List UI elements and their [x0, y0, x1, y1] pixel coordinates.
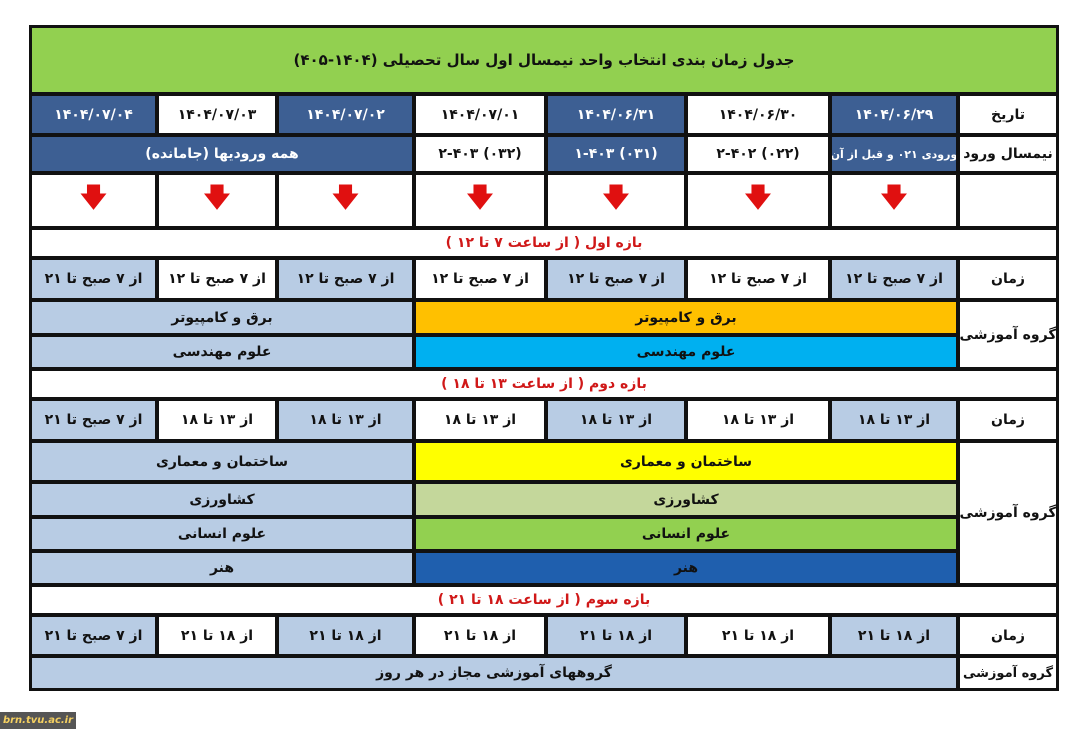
- group-cell: برق و کامپیوتر: [416, 302, 956, 333]
- group-cell: هنر: [416, 553, 956, 583]
- time-cell: از ۷ صبح تا ۲۱: [32, 260, 155, 298]
- time-cell: از ۱۸ تا ۲۱: [548, 617, 684, 654]
- time-cell: از ۷ صبح تا ۱۲: [279, 260, 412, 298]
- group-cell: علوم انسانی: [32, 519, 412, 549]
- entry-cell: همه ورودیها (جامانده): [32, 137, 412, 171]
- group-cell: هنر: [32, 553, 412, 583]
- group-label: گروه آموزشی: [960, 443, 1056, 583]
- entry-cell: (۰۲۲) ۲-۴۰۲: [688, 137, 828, 171]
- arrow-down-icon: 🡇: [832, 175, 956, 226]
- time-cell: از ۱۳ تا ۱۸: [688, 401, 828, 439]
- arrow-down-icon: 🡇: [159, 175, 275, 226]
- band2-title: بازه دوم ( از ساعت ۱۳ تا ۱۸ ): [32, 371, 1056, 397]
- arrow-down-icon: 🡇: [279, 175, 412, 226]
- watermark: brn.tvu.ac.ir: [0, 712, 76, 729]
- time-label: زمان: [960, 617, 1056, 654]
- schedule-table: جدول زمان بندی انتخاب واحد نیمسال اول سا…: [29, 25, 1059, 691]
- group-cell: علوم انسانی: [416, 519, 956, 549]
- time-label: زمان: [960, 260, 1056, 298]
- time-cell: از ۱۸ تا ۲۱: [416, 617, 544, 654]
- group-cell-all: گروههای آموزشی مجاز در هر روز: [32, 658, 956, 688]
- band1-title: بازه اول ( از ساعت ۷ تا ۱۲ ): [32, 230, 1056, 256]
- time-cell: از ۱۳ تا ۱۸: [279, 401, 412, 439]
- date-cell: ۱۴۰۴/۰۷/۰۱: [416, 96, 544, 133]
- group-cell: کشاورزی: [32, 484, 412, 515]
- time-cell: از ۱۸ تا ۲۱: [159, 617, 275, 654]
- group-label: گروه آموزشی: [960, 658, 1056, 688]
- time-cell: از ۷ صبح تا ۲۱: [32, 401, 155, 439]
- time-cell: از ۷ صبح تا ۱۲: [416, 260, 544, 298]
- group-cell: برق و کامپیوتر: [32, 302, 412, 333]
- time-cell: از ۱۳ تا ۱۸: [832, 401, 956, 439]
- arrow-row-label: [960, 175, 1056, 226]
- table-title: جدول زمان بندی انتخاب واحد نیمسال اول سا…: [32, 28, 1056, 92]
- date-cell: ۱۴۰۴/۰۷/۰۲: [279, 96, 412, 133]
- entry-cell: ورودی ۰۲۱ و قبل از آن: [832, 137, 956, 171]
- group-cell: کشاورزی: [416, 484, 956, 515]
- time-cell: از ۷ صبح تا ۱۲: [159, 260, 275, 298]
- arrow-down-icon: 🡇: [416, 175, 544, 226]
- time-cell: از ۷ صبح تا ۱۲: [688, 260, 828, 298]
- group-cell: ساختمان و معماری: [32, 443, 412, 480]
- arrow-down-icon: 🡇: [548, 175, 684, 226]
- time-cell: از ۷ صبح تا ۲۱: [32, 617, 155, 654]
- time-cell: از ۱۳ تا ۱۸: [416, 401, 544, 439]
- date-cell: ۱۴۰۴/۰۷/۰۳: [159, 96, 275, 133]
- group-cell: ساختمان و معماری: [416, 443, 956, 480]
- time-cell: از ۱۸ تا ۲۱: [688, 617, 828, 654]
- time-label: زمان: [960, 401, 1056, 439]
- time-cell: از ۱۸ تا ۲۱: [832, 617, 956, 654]
- entry-cell: (۰۳۱) ۱-۴۰۳: [548, 137, 684, 171]
- time-cell: از ۱۳ تا ۱۸: [548, 401, 684, 439]
- date-cell: ۱۴۰۴/۰۶/۳۱: [548, 96, 684, 133]
- date-label: تاریخ: [960, 96, 1056, 133]
- entry-label: نیمسال ورود: [960, 137, 1056, 171]
- time-cell: از ۷ صبح تا ۱۲: [832, 260, 956, 298]
- time-cell: از ۷ صبح تا ۱۲: [548, 260, 684, 298]
- group-cell: علوم مهندسی: [416, 337, 956, 367]
- date-cell: ۱۴۰۴/۰۶/۳۰: [688, 96, 828, 133]
- arrow-down-icon: 🡇: [32, 175, 155, 226]
- entry-cell: (۰۳۲) ۲-۴۰۳: [416, 137, 544, 171]
- date-cell: ۱۴۰۴/۰۷/۰۴: [32, 96, 155, 133]
- date-cell: ۱۴۰۴/۰۶/۲۹: [832, 96, 956, 133]
- group-cell: علوم مهندسی: [32, 337, 412, 367]
- group-label: گروه آموزشی: [960, 302, 1056, 367]
- time-cell: از ۱۸ تا ۲۱: [279, 617, 412, 654]
- time-cell: از ۱۳ تا ۱۸: [159, 401, 275, 439]
- arrow-down-icon: 🡇: [688, 175, 828, 226]
- band3-title: بازه سوم ( از ساعت ۱۸ تا ۲۱ ): [32, 587, 1056, 613]
